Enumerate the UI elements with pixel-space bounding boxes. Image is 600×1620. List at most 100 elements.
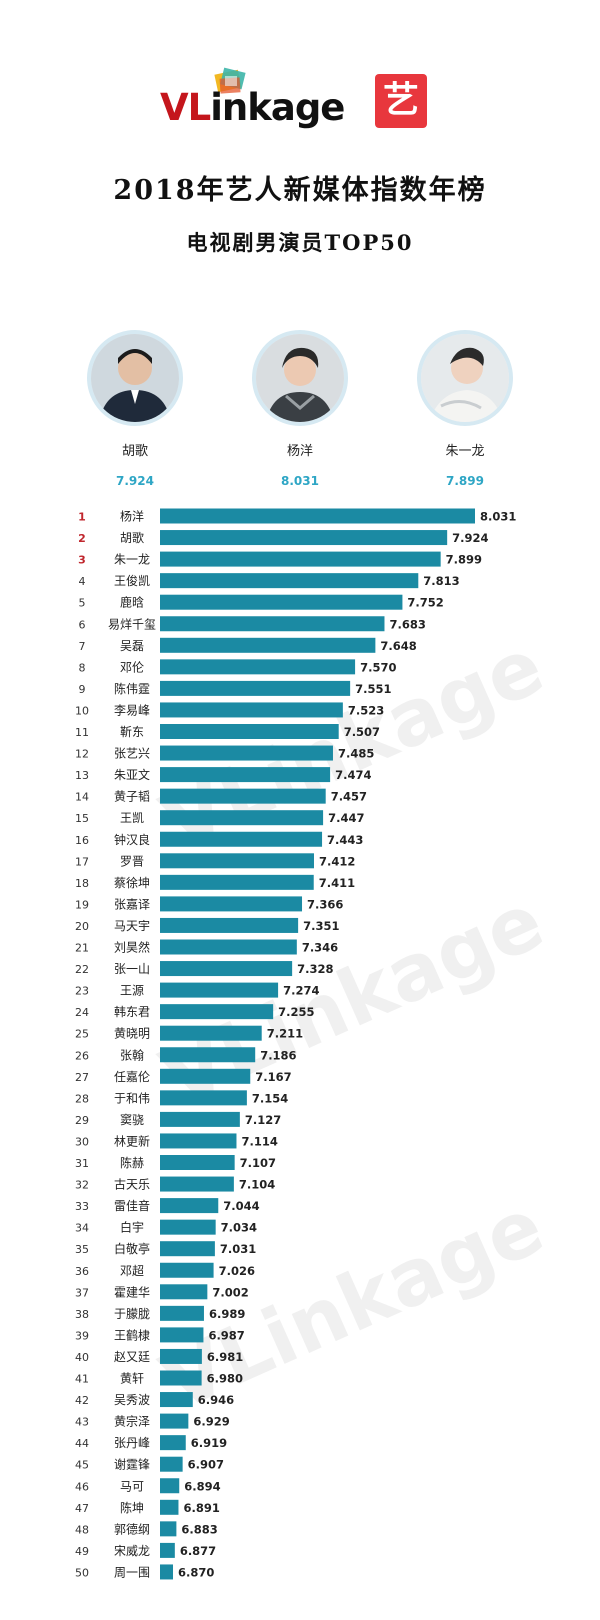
bar	[160, 1025, 262, 1041]
category-label: 王凯	[120, 811, 144, 825]
category-label: 吴秀波	[114, 1393, 150, 1407]
rank-label: 31	[75, 1157, 89, 1170]
logo-mark-icon	[214, 67, 246, 94]
rank-label: 19	[75, 898, 89, 911]
rank-label: 44	[75, 1437, 89, 1450]
category-label: 朱亚文	[114, 767, 150, 782]
avatar	[87, 330, 183, 426]
rank-label: 49	[75, 1545, 89, 1558]
category-label: 罗晋	[120, 854, 144, 868]
bar	[160, 1542, 175, 1558]
yi-badge: 艺	[375, 74, 427, 128]
bar	[160, 874, 314, 890]
top3-name: 胡歌	[121, 444, 148, 459]
data-label: 7.474	[335, 768, 371, 782]
rank-label: 1	[78, 511, 86, 524]
bar	[160, 508, 475, 524]
category-label: 王俊凯	[114, 573, 150, 588]
header: VLinkage 艺 2018年艺人新媒体指数年榜 电视剧男演员TOP50	[0, 0, 600, 290]
bar	[160, 896, 303, 912]
data-label: 7.924	[452, 531, 488, 545]
category-label: 黄子韬	[114, 790, 150, 804]
rank-label: 35	[75, 1243, 89, 1256]
bar	[160, 982, 279, 998]
bar	[160, 745, 333, 761]
data-label: 7.002	[212, 1285, 248, 1299]
rank-label: 37	[75, 1286, 89, 1299]
bar	[160, 1090, 247, 1106]
data-label: 7.127	[245, 1113, 281, 1127]
data-label: 7.328	[297, 962, 333, 976]
category-label: 王源	[120, 984, 144, 998]
data-label: 8.031	[480, 510, 516, 524]
portrait-icon	[421, 334, 509, 422]
data-label: 7.211	[267, 1027, 303, 1041]
bar	[160, 1435, 186, 1451]
data-label: 7.034	[221, 1221, 257, 1235]
data-label: 6.894	[184, 1479, 220, 1493]
bar	[160, 1284, 208, 1300]
rank-label: 47	[75, 1502, 89, 1515]
data-label: 7.411	[319, 876, 355, 890]
data-label: 7.457	[331, 790, 367, 804]
data-label: 7.114	[241, 1134, 277, 1148]
rank-label: 17	[75, 855, 89, 868]
rank-label: 40	[75, 1351, 89, 1364]
avatar	[417, 330, 513, 426]
category-label: 蔡徐坤	[114, 875, 150, 890]
rank-label: 32	[75, 1179, 89, 1192]
data-label: 6.877	[180, 1544, 216, 1558]
bar	[160, 1305, 204, 1321]
category-label: 吴磊	[120, 639, 144, 653]
rank-label: 11	[75, 726, 89, 739]
data-label: 7.044	[223, 1199, 259, 1213]
rank-label: 34	[75, 1222, 89, 1235]
category-label: 白宇	[120, 1220, 144, 1235]
rank-label: 7	[79, 640, 86, 653]
bar	[160, 961, 293, 977]
category-label: 陈坤	[120, 1500, 144, 1515]
data-label: 6.883	[181, 1522, 217, 1536]
category-label: 张一山	[114, 962, 150, 976]
data-label: 6.981	[207, 1350, 243, 1364]
portrait-icon	[256, 334, 344, 422]
data-label: 6.870	[178, 1565, 214, 1579]
ranking-bar-chart: 1 杨洋 8.031 2 胡歌 7.924 3 朱一龙 7.899 4 王俊凯 7.813 5 鹿晗 7.7…	[75, 508, 516, 1580]
category-label: 胡歌	[120, 530, 144, 545]
category-label: 朱一龙	[114, 553, 150, 567]
bar	[160, 1155, 235, 1170]
category-label: 黄轩	[120, 1372, 144, 1386]
data-label: 7.167	[255, 1070, 291, 1084]
bar	[160, 530, 448, 546]
rank-label: 2	[78, 532, 86, 545]
rank-label: 45	[75, 1459, 89, 1472]
category-label: 韩东君	[114, 1004, 150, 1019]
bar	[160, 1327, 204, 1343]
data-label: 7.186	[260, 1048, 296, 1062]
bar	[160, 1047, 256, 1063]
bar	[160, 1262, 214, 1278]
data-label: 7.752	[407, 596, 443, 610]
rank-label: 8	[79, 661, 86, 674]
rank-label: 20	[75, 920, 89, 933]
rank-label: 13	[75, 769, 89, 782]
bar	[160, 1133, 237, 1149]
category-label: 邓超	[120, 1263, 144, 1278]
bar	[160, 1456, 183, 1472]
data-label: 6.929	[193, 1415, 229, 1429]
category-label: 易烊千玺	[108, 617, 156, 631]
category-label: 郭德纲	[114, 1521, 150, 1536]
data-label: 7.570	[360, 660, 396, 674]
category-label: 陈伟霆	[114, 681, 150, 696]
rank-label: 6	[79, 618, 86, 631]
rank-label: 9	[79, 683, 86, 696]
bar	[160, 1111, 240, 1127]
category-label: 张艺兴	[114, 747, 150, 761]
rank-label: 15	[75, 812, 89, 825]
bar	[160, 1370, 202, 1386]
data-label: 7.683	[389, 617, 425, 631]
rank-label: 26	[75, 1049, 89, 1062]
category-label: 刘昊然	[114, 940, 150, 955]
rank-label: 16	[75, 834, 89, 847]
category-label: 黄宗泽	[114, 1414, 150, 1429]
